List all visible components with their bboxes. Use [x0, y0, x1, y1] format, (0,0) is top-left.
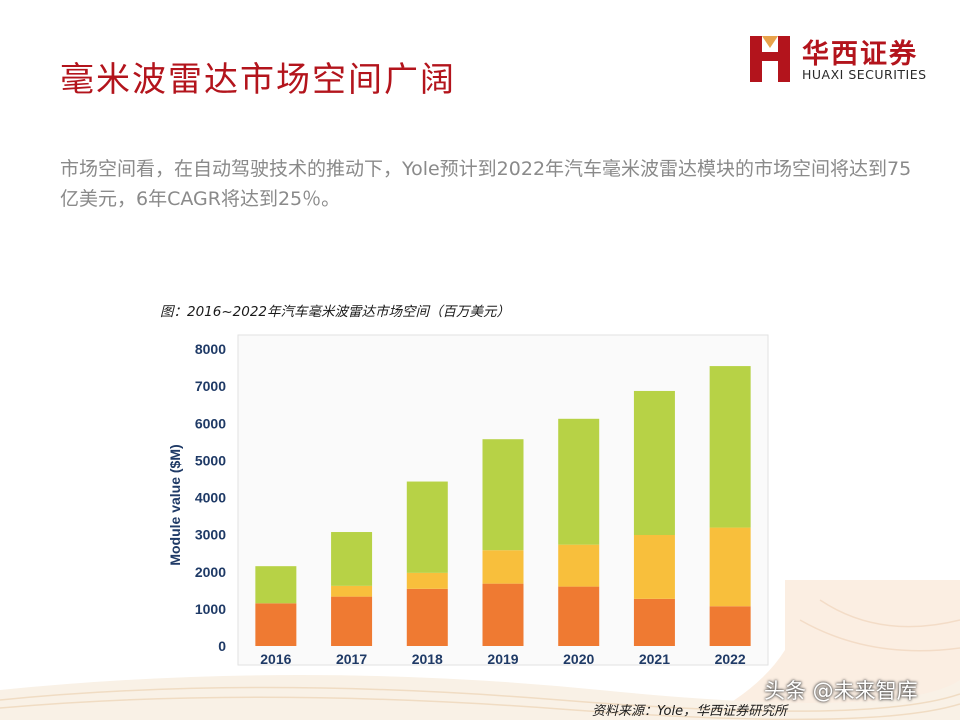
logo-text-en: HUAXI SECURITIES [802, 67, 927, 82]
x-tick-label: 2018 [412, 651, 443, 667]
bar-segment [709, 606, 751, 646]
x-tick-label: 2017 [336, 651, 367, 667]
y-tick-label: 4000 [195, 490, 226, 506]
bars [255, 366, 751, 646]
bar-segment [558, 586, 600, 646]
x-tick-label: 2016 [260, 651, 291, 667]
bar-segment [255, 603, 297, 646]
bar-segment [633, 534, 675, 599]
x-tick-label: 2020 [563, 651, 594, 667]
y-tick-label: 2000 [195, 564, 226, 580]
y-tick-label: 7000 [195, 378, 226, 394]
bar-segment [482, 583, 524, 646]
bar-segment [633, 598, 675, 646]
y-tick-label: 5000 [195, 452, 226, 468]
bar-segment [558, 544, 600, 587]
watermark: 头条 @未来智库 [764, 679, 918, 703]
bar-segment [482, 439, 524, 551]
y-tick-label: 1000 [195, 601, 226, 617]
x-tick-label: 2019 [487, 651, 518, 667]
bar-segment [406, 481, 448, 573]
bar-segment [331, 585, 373, 597]
bar-segment [331, 596, 373, 646]
intro-paragraph: 市场空间看，在自动驾驶技术的推动下，Yole预计到2022年汽车毫米波雷达模块的… [60, 158, 912, 210]
bar-segment [633, 390, 675, 535]
bar-segment [406, 588, 448, 646]
source-note: 资料来源：Yole，华西证券研究所 [592, 704, 788, 719]
huaxi-logo-icon [750, 36, 790, 82]
bar-segment [482, 550, 524, 584]
logo-text-cn: 华西证券 [802, 39, 918, 70]
y-tick-label: 3000 [195, 527, 226, 543]
bar-segment [331, 532, 373, 586]
company-logo: 华西证券 HUAXI SECURITIES [748, 30, 948, 90]
bar-segment [558, 418, 600, 545]
bar-segment [406, 572, 448, 589]
chart-caption: 图：2016~2022年汽车毫米波雷达市场空间（百万美元） [160, 304, 511, 320]
y-tick-label: 0 [218, 638, 226, 654]
bar-segment [255, 566, 297, 604]
page-title: 毫米波雷达市场空间广阔 [60, 60, 456, 100]
bar-segment [709, 527, 751, 607]
y-tick-label: 6000 [195, 415, 226, 431]
bar-segment [709, 366, 751, 528]
y-tick-label: 8000 [195, 341, 226, 357]
x-tick-label: 2021 [639, 651, 670, 667]
y-axis-label: Module value ($M) [167, 444, 183, 565]
x-axis: 2016 2017 2018 2019 2020 2021 2022 [260, 651, 746, 667]
x-tick-label: 2022 [715, 651, 746, 667]
y-axis: 0 1000 2000 3000 4000 5000 6000 7000 8000 [195, 341, 226, 654]
